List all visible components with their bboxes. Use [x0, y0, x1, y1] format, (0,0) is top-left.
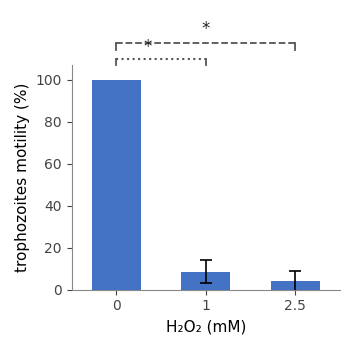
Bar	[181, 272, 230, 290]
Bar	[92, 80, 141, 290]
Bar	[271, 281, 320, 290]
Text: *: *	[143, 38, 152, 56]
Y-axis label: trophozoites motility (%): trophozoites motility (%)	[15, 83, 30, 272]
X-axis label: H₂O₂ (mM): H₂O₂ (mM)	[166, 319, 246, 334]
Text: *: *	[202, 20, 210, 38]
